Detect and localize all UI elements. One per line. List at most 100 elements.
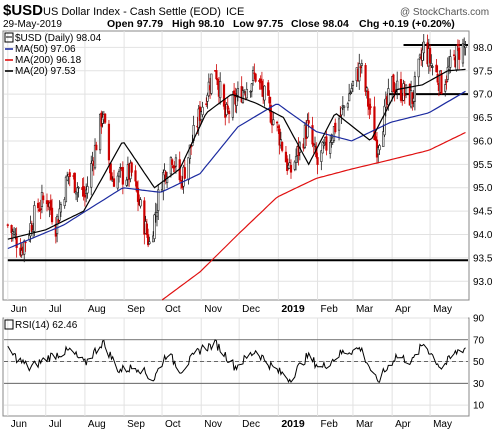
candle-body: [200, 111, 203, 120]
candle-body: [169, 156, 172, 175]
candle-body: [125, 179, 128, 186]
month-label: Aug: [88, 304, 106, 315]
rsi-tick-label: 50: [473, 357, 485, 368]
legend-ma200: MA(200) 96.18: [15, 55, 82, 66]
month-label: 2019: [281, 303, 305, 315]
candle-body: [306, 120, 309, 138]
candle-body: [411, 92, 414, 104]
candle-body: [413, 76, 416, 102]
candle-body: [422, 41, 425, 54]
legend-ma20: MA(20) 97.53: [15, 66, 76, 77]
candle-body: [90, 163, 93, 188]
candle-body: [332, 126, 336, 141]
candle-body: [116, 175, 119, 189]
month-label: May: [433, 304, 452, 315]
candle-body: [321, 142, 324, 154]
candle-body: [373, 106, 376, 140]
candle-body: [222, 84, 226, 107]
candle-body: [148, 241, 151, 245]
candle-body: [171, 159, 174, 166]
price-tick-label: 94.5: [473, 207, 493, 218]
candle-body: [49, 200, 52, 211]
price-panel: 98.0 97.5 97.0 96.5 96.0 95.5 95.0 94.5 94.0 93.5…: [2, 30, 493, 301]
candle-body: [101, 117, 104, 124]
candle-body: [452, 54, 456, 56]
candle-body: [15, 236, 18, 248]
candle-body: [235, 96, 238, 106]
candle-body: [183, 167, 186, 179]
candle-body: [58, 208, 61, 221]
candle-body: [42, 195, 45, 201]
candle-body: [286, 158, 289, 172]
candle-body: [253, 72, 256, 75]
rsi-month-label: Sep: [127, 419, 145, 430]
candle-body: [145, 223, 148, 236]
candle-body: [346, 103, 349, 108]
candle-body: [13, 231, 16, 235]
candle-body: [378, 145, 381, 151]
candle-body: [110, 172, 113, 180]
rsi-month-label: Dec: [242, 419, 260, 430]
candle-body: [201, 106, 204, 115]
candle-body: [313, 144, 317, 147]
candle-body: [157, 189, 160, 211]
candle-body: [250, 83, 253, 92]
candle-body: [245, 88, 248, 99]
rsi-tick-label: 10: [473, 401, 485, 412]
candle-body: [93, 144, 97, 169]
candle-body: [219, 81, 222, 99]
rsi-month-label: Feb: [321, 419, 339, 430]
candle-body: [293, 161, 296, 170]
candle-body: [139, 199, 142, 207]
rsi-tick-label: 70: [473, 335, 485, 346]
candle-body: [98, 113, 102, 151]
candle-body: [428, 47, 432, 64]
candle-body: [316, 157, 319, 165]
candle-body: [260, 80, 264, 90]
ma50-line: [7, 90, 466, 250]
candle-body: [188, 144, 191, 159]
candle-body: [358, 63, 361, 82]
candle-body: [418, 54, 422, 58]
candle-body: [399, 79, 403, 101]
month-label: Jul: [49, 304, 62, 315]
candle-body: [294, 156, 298, 163]
candle-body: [277, 126, 280, 128]
rsi-month-label: Nov: [204, 419, 222, 430]
rsi-legend: RSI(14) 62.46: [15, 320, 78, 331]
candle-body: [135, 181, 138, 192]
candle-body: [329, 142, 332, 154]
price-gridlines: [4, 31, 468, 300]
price-candles: [6, 34, 467, 263]
candle-body: [351, 81, 355, 86]
candle-body: [121, 167, 124, 185]
candle-body: [14, 233, 17, 235]
candle-body: [231, 93, 234, 118]
candle-body: [359, 66, 362, 69]
month-label: Dec: [242, 304, 260, 315]
chart-symbol: $USD: [3, 2, 43, 19]
candle-body: [37, 202, 40, 209]
candle-body: [435, 64, 438, 73]
candle-body: [268, 96, 271, 104]
candle-body: [164, 171, 167, 182]
candle-body: [227, 110, 231, 115]
candle-body: [83, 194, 87, 198]
rsi-date-axis: Jun Jul Aug Sep Oct Nov Dec 2019 Feb Mar Apr May: [11, 418, 452, 430]
quote-high: High 98.10: [172, 18, 225, 30]
candle-body: [23, 240, 26, 255]
candle-body: [64, 176, 68, 203]
candle-body: [367, 90, 370, 107]
candle-body: [272, 119, 275, 125]
price-tick-label: 93.5: [473, 253, 493, 264]
candle-body: [430, 63, 433, 66]
candle-body: [322, 143, 325, 147]
candle-body: [205, 103, 208, 105]
month-label: Oct: [165, 304, 181, 315]
candle-body: [251, 70, 255, 81]
price-tick-label: 98.0: [473, 43, 493, 54]
candle-body: [436, 73, 439, 83]
candle-body: [392, 74, 395, 92]
price-tick-label: 96.5: [473, 113, 493, 124]
